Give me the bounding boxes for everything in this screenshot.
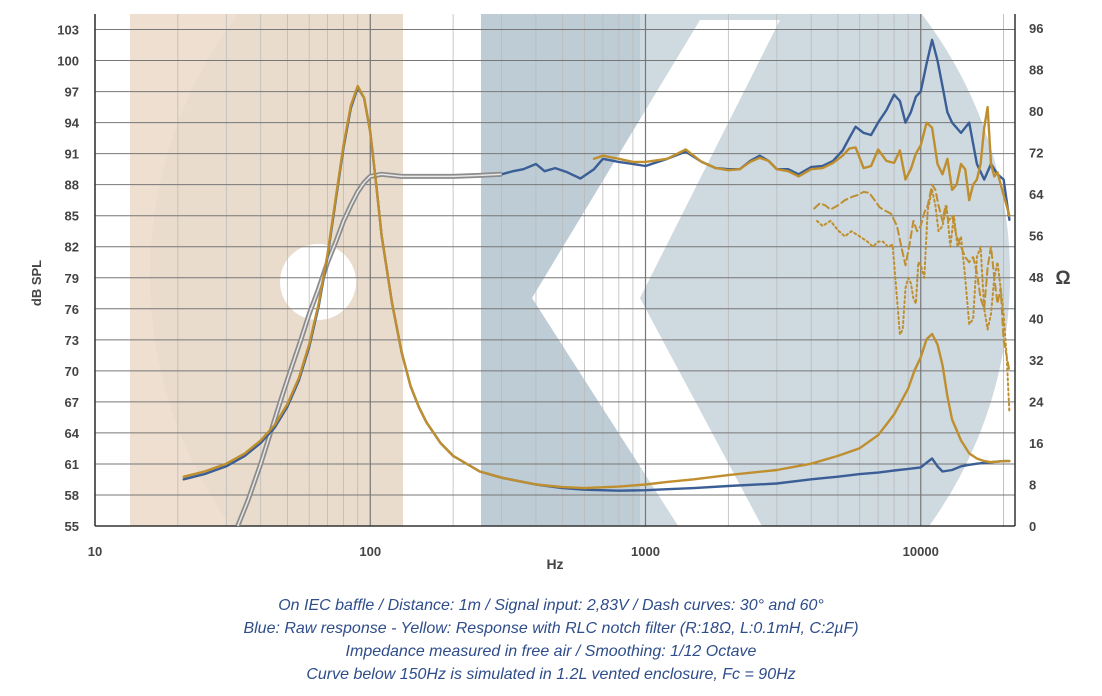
left-tick-label: 103 xyxy=(57,23,79,38)
right-tick-label: 64 xyxy=(1029,187,1044,202)
right-tick-label: 56 xyxy=(1029,228,1043,243)
left-tick-label: 58 xyxy=(65,488,79,503)
plot-frame xyxy=(94,14,1016,527)
right-tick-label: 48 xyxy=(1029,270,1043,285)
caption-line-1: On IEC baffle / Distance: 1m / Signal in… xyxy=(278,597,824,614)
left-tick-label: 67 xyxy=(65,395,79,410)
series-line-1 xyxy=(592,105,1011,217)
x-tick-label: 1000 xyxy=(631,544,660,559)
left-tick-label: 55 xyxy=(65,519,79,534)
caption-line-2: Blue: Raw response - Yellow: Response wi… xyxy=(243,620,859,637)
right-y-axis-label: Ω xyxy=(1055,268,1070,289)
left-tick-label: 64 xyxy=(65,426,80,441)
right-tick-label: 80 xyxy=(1029,104,1043,119)
left-tick-label: 91 xyxy=(65,147,79,162)
left-tick-label: 88 xyxy=(65,178,79,193)
right-tick-label: 24 xyxy=(1029,394,1044,409)
x-tick-label: 10 xyxy=(88,544,102,559)
right-tick-label: 88 xyxy=(1029,62,1043,77)
left-tick-label: 70 xyxy=(65,364,79,379)
left-axis-ticks: 103 100 97 94 91 88 85 82 79 76 73 70 67 64 61 58 55 xyxy=(57,23,79,534)
background-watermark xyxy=(130,14,1010,526)
series-line-6 xyxy=(182,84,1011,490)
caption-line-3: Impedance measured in free air / Smoothi… xyxy=(345,643,757,660)
right-tick-label: 8 xyxy=(1029,477,1036,492)
left-tick-label: 76 xyxy=(65,302,79,317)
right-tick-label: 40 xyxy=(1029,311,1043,326)
series-layer xyxy=(182,38,1011,526)
right-tick-label: 72 xyxy=(1029,145,1043,160)
series-line-4 xyxy=(237,173,502,526)
series-line-3 xyxy=(816,188,1011,414)
left-tick-label: 79 xyxy=(65,271,79,286)
left-tick-label: 85 xyxy=(65,209,79,224)
left-tick-label: 73 xyxy=(65,333,79,348)
caption-line-4: Curve below 150Hz is simulated in 1.2L v… xyxy=(306,666,796,683)
right-tick-label: 0 xyxy=(1029,519,1036,534)
right-tick-label: 96 xyxy=(1029,21,1043,36)
right-tick-label: 16 xyxy=(1029,436,1043,451)
x-tick-label: 100 xyxy=(359,544,381,559)
series-line-0 xyxy=(500,38,1011,222)
left-tick-label: 97 xyxy=(65,85,79,100)
left-tick-label: 82 xyxy=(65,240,79,255)
left-y-axis-label: dB SPL xyxy=(29,260,44,306)
right-tick-label: 32 xyxy=(1029,353,1043,368)
x-axis-ticks: 10 100 1000 10000 xyxy=(88,544,939,559)
left-tick-label: 61 xyxy=(65,457,79,472)
left-tick-label: 94 xyxy=(65,116,80,131)
x-axis-label: Hz xyxy=(546,556,563,572)
left-tick-label: 100 xyxy=(57,54,79,69)
x-tick-label: 10000 xyxy=(903,544,939,559)
